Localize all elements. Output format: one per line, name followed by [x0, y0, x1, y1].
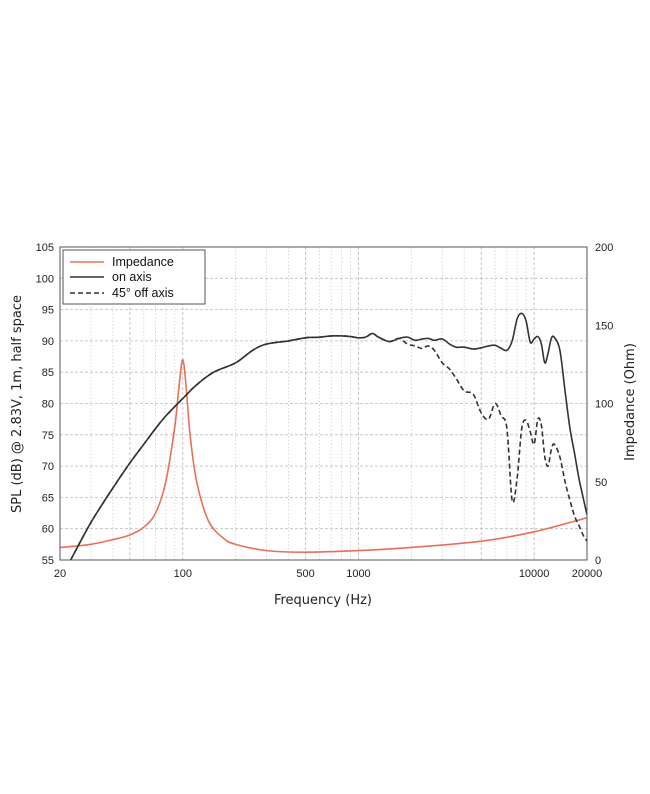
- x-tick-label: 20000: [572, 568, 603, 580]
- y-tick-label: 55: [42, 555, 54, 567]
- x-axis-title: Frequency (Hz): [274, 593, 372, 608]
- y-tick-label: 75: [42, 430, 54, 442]
- y2-axis-title: Impedance (Ohm): [623, 343, 638, 461]
- y-tick-label: 70: [42, 461, 54, 473]
- y2-tick-label: 150: [595, 320, 613, 332]
- y-tick-label: 60: [42, 524, 54, 536]
- x-tick-label: 100: [174, 568, 192, 580]
- tick-labels: 20 100 500 1000 10000 20000556065707580859095…: [36, 242, 614, 580]
- x-tick-label: 20: [54, 568, 66, 580]
- y-tick-label: 105: [36, 242, 54, 254]
- y-tick-label: 65: [42, 492, 54, 504]
- legend-label-on-axis: on axis: [112, 270, 152, 284]
- series-line-45-off-axis: [69, 332, 587, 560]
- plot-frame: [59, 246, 588, 561]
- legend: Impedance on axis 45° off axis: [62, 249, 206, 305]
- y2-tick-label: 50: [595, 477, 607, 489]
- y2-tick-label: 100: [595, 399, 613, 411]
- y-tick-label: 95: [42, 305, 54, 317]
- y-tick-label: 85: [42, 367, 54, 379]
- series-layer: [60, 312, 587, 560]
- y-axis-title: SPL (dB) @ 2.83V, 1m, half space: [10, 295, 25, 513]
- y2-tick-label: 200: [595, 242, 613, 254]
- legend-label-off-axis: 45° off axis: [112, 286, 174, 300]
- series-line-on-axis: [69, 312, 587, 560]
- y2-tick-label: 0: [595, 555, 601, 567]
- y-tick-label: 100: [36, 273, 54, 285]
- series-line-impedance: [60, 358, 587, 553]
- y-tick-label: 90: [42, 336, 54, 348]
- x-tick-label: 500: [296, 568, 314, 580]
- legend-label-impedance: Impedance: [112, 255, 174, 269]
- y-tick-label: 80: [42, 399, 54, 411]
- x-tick-label: 10000: [519, 568, 550, 580]
- x-tick-label: 1000: [346, 568, 370, 580]
